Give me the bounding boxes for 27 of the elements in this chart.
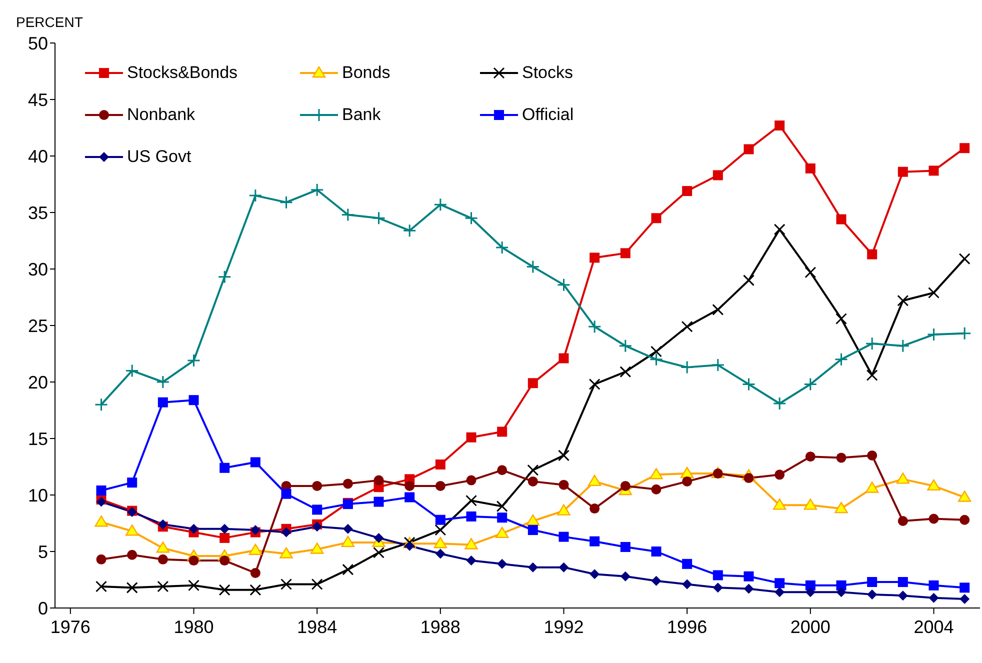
y-tick-label: 15 bbox=[28, 428, 48, 449]
y-tick-label: 10 bbox=[28, 485, 48, 506]
y-tick-label: 35 bbox=[28, 202, 48, 223]
y-tick-label: 25 bbox=[28, 316, 48, 336]
x-tick-label: 1996 bbox=[667, 616, 708, 637]
y-tick-label: 50 bbox=[28, 33, 48, 54]
legend-label: Bank bbox=[342, 105, 381, 125]
x-tick-label: 2000 bbox=[790, 616, 830, 637]
y-tick-label: 30 bbox=[28, 259, 48, 280]
x-tick-label: 1976 bbox=[50, 616, 90, 637]
y-tick-label: 0 bbox=[38, 598, 48, 618]
legend-label: US Govt bbox=[127, 147, 192, 167]
legend-label: Official bbox=[522, 105, 574, 125]
x-tick-label: 1992 bbox=[544, 616, 584, 637]
legend-label: Bonds bbox=[342, 63, 390, 83]
legend-label: Stocks&Bonds bbox=[127, 63, 238, 83]
y-axis-title: PERCENT bbox=[16, 14, 83, 30]
y-tick-label: 20 bbox=[28, 372, 48, 392]
x-tick-label: 2004 bbox=[914, 616, 954, 637]
x-tick-label: 1988 bbox=[420, 616, 460, 637]
legend-label: Nonbank bbox=[127, 105, 196, 125]
legend-label: Stocks bbox=[522, 63, 574, 83]
x-tick-label: 1984 bbox=[297, 616, 338, 637]
y-tick-label: 45 bbox=[28, 90, 48, 110]
y-tick-label: 40 bbox=[28, 146, 48, 166]
x-tick-label: 1980 bbox=[174, 616, 214, 637]
y-tick-label: 5 bbox=[38, 542, 48, 562]
